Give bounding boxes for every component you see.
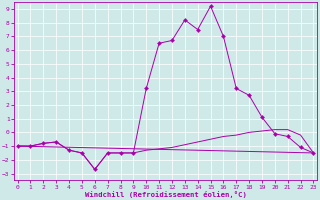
- X-axis label: Windchill (Refroidissement éolien,°C): Windchill (Refroidissement éolien,°C): [84, 191, 246, 198]
